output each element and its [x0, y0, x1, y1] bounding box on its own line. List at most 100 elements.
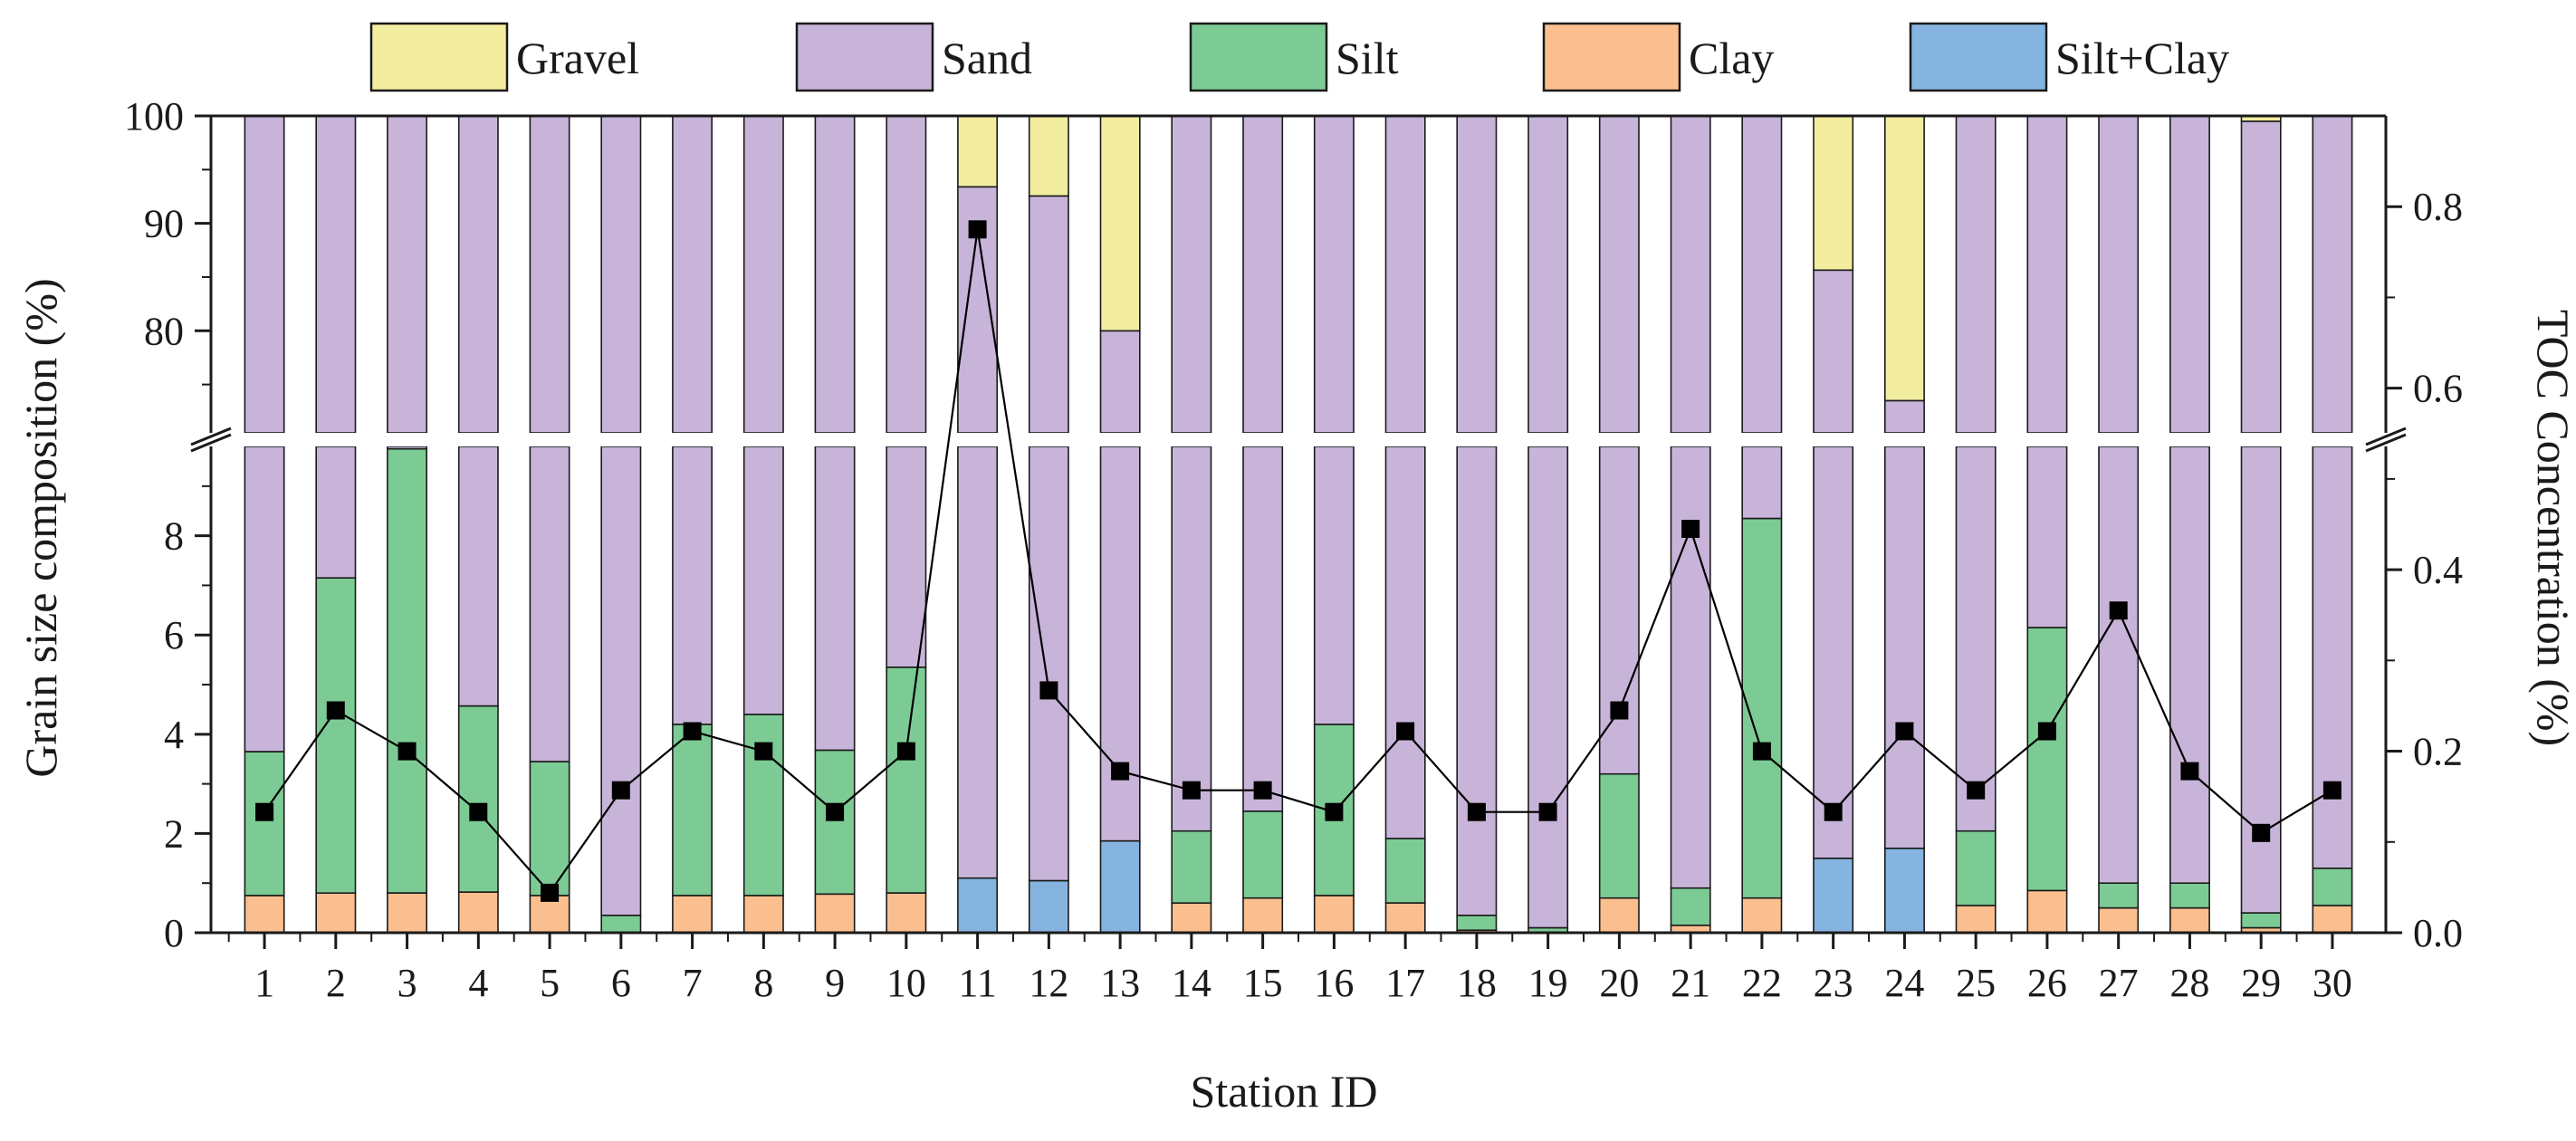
right-break-mark-a: [2365, 427, 2407, 446]
toc-point-19: [1538, 802, 1557, 821]
x-tick-label-21: 21: [1671, 961, 1710, 1005]
toc-point-16: [1325, 802, 1344, 821]
left-break-mark-a: [190, 427, 232, 446]
y-tick-label-8: 8: [164, 514, 184, 559]
bar-sand-3-upper: [387, 115, 427, 434]
toc-point-10: [896, 742, 915, 761]
y2-axis-title: TOC Concentration (%): [2528, 310, 2576, 746]
bar-sand-13: [1099, 446, 1141, 842]
bar-silt-clay-11: [957, 877, 999, 934]
x-tick-label-27: 27: [2099, 961, 2139, 1005]
bar-sand-7-upper: [672, 115, 713, 434]
bar-sand-24-upper: [1884, 399, 1925, 434]
toc-line: [263, 229, 2333, 895]
right-break-mark-b: [2365, 433, 2407, 453]
bar-sand-7: [672, 446, 713, 725]
bar-sand-9-upper: [814, 115, 856, 434]
bar-silt-clay-12: [1028, 879, 1069, 934]
y2-tick-label-0.8: 0.8: [2413, 185, 2463, 229]
toc-point-29: [2252, 823, 2271, 842]
legend: Gravel Sand Silt Clay Silt+Clay: [369, 22, 2229, 92]
bar-silt-14: [1171, 829, 1212, 905]
y2-tick-label-0.2: 0.2: [2413, 730, 2463, 774]
toc-point-21: [1681, 520, 1700, 538]
toc-point-14: [1182, 781, 1201, 800]
bar-sand-1-upper: [244, 115, 285, 434]
toc-point-27: [2109, 601, 2128, 620]
x-tick-label-8: 8: [753, 961, 773, 1005]
bar-silt-25: [1955, 829, 1997, 906]
toc-point-6: [611, 781, 630, 800]
legend-swatch-gravel: [369, 22, 509, 92]
x-tick-label-3: 3: [397, 961, 417, 1005]
bar-clay-15: [1242, 896, 1284, 934]
legend-label-gravel: Gravel: [516, 33, 639, 83]
toc-point-22: [1752, 742, 1771, 761]
bar-sand-28: [2169, 446, 2210, 885]
bar-sand-17-upper: [1384, 115, 1426, 434]
bar-sand-10: [886, 446, 927, 668]
x-axis-title: Station ID: [1191, 1066, 1378, 1117]
bar-clay-17: [1384, 902, 1426, 934]
bar-gravel-11: [957, 115, 999, 188]
bar-sand-6: [600, 446, 642, 916]
x-tick-label-28: 28: [2169, 961, 2209, 1005]
bar-silt-1: [244, 751, 285, 896]
x-tick-label-22: 22: [1742, 961, 1782, 1005]
x-tick-label-26: 26: [2027, 961, 2067, 1005]
bar-silt-2: [315, 577, 357, 895]
x-tick-label-14: 14: [1172, 961, 1211, 1005]
bar-silt-15: [1242, 810, 1284, 899]
bar-sand-1: [244, 446, 285, 753]
bar-sand-23-upper: [1813, 269, 1854, 434]
bar-sand-6-upper: [600, 115, 642, 434]
bar-clay-28: [2169, 906, 2210, 934]
toc-point-4: [469, 802, 488, 821]
bar-sand-22: [1741, 446, 1783, 520]
bar-sand-25: [1955, 446, 1997, 832]
y-tick-label-6: 6: [164, 613, 184, 657]
bar-clay-14: [1171, 902, 1212, 934]
y-tick-label-4: 4: [164, 713, 184, 757]
bar-sand-26: [2026, 446, 2068, 628]
x-tick-label-13: 13: [1100, 961, 1140, 1005]
toc-point-23: [1824, 802, 1843, 821]
bar-sand-12-upper: [1028, 195, 1069, 434]
bar-clay-30: [2312, 905, 2353, 934]
bar-silt-26: [2026, 627, 2068, 892]
bar-silt-28: [2169, 882, 2210, 909]
bar-sand-18: [1456, 446, 1498, 916]
bar-sand-15-upper: [1242, 115, 1284, 434]
x-tick-label-17: 17: [1385, 961, 1425, 1005]
bar-gravel-23: [1813, 115, 1854, 272]
toc-point-3: [397, 742, 417, 761]
bar-sand-27: [2098, 446, 2140, 885]
bar-sand-5: [529, 446, 570, 762]
bar-silt-30: [2312, 867, 2353, 906]
bar-clay-25: [1955, 905, 1997, 934]
x-tick-label-6: 6: [611, 961, 631, 1005]
y-tick-label-100: 100: [124, 94, 184, 139]
bar-clay-27: [2098, 906, 2140, 934]
bar-sand-28-upper: [2169, 115, 2210, 434]
bar-sand-15: [1242, 446, 1284, 812]
bar-clay-9: [814, 893, 856, 934]
x-tick-label-30: 30: [2313, 961, 2352, 1005]
bar-silt-17: [1384, 838, 1426, 904]
bar-silt-clay-13: [1099, 839, 1141, 934]
x-tick-label-12: 12: [1029, 961, 1068, 1005]
bar-clay-8: [742, 895, 784, 934]
left-break-mark-b: [190, 433, 232, 453]
toc-line-series: [255, 220, 2341, 902]
y2-tick-label-0.0: 0.0: [2413, 911, 2463, 955]
bar-silt-clay-24: [1884, 847, 1925, 934]
bar-sand-21: [1670, 446, 1711, 889]
bar-sand-2: [315, 446, 357, 579]
x-tick-label-1: 1: [254, 961, 274, 1005]
legend-swatch-silt: [1189, 22, 1328, 92]
bar-gravel-13: [1099, 115, 1141, 332]
legend-label-silt: Silt: [1336, 33, 1399, 83]
bar-sand-22-upper: [1741, 115, 1783, 434]
